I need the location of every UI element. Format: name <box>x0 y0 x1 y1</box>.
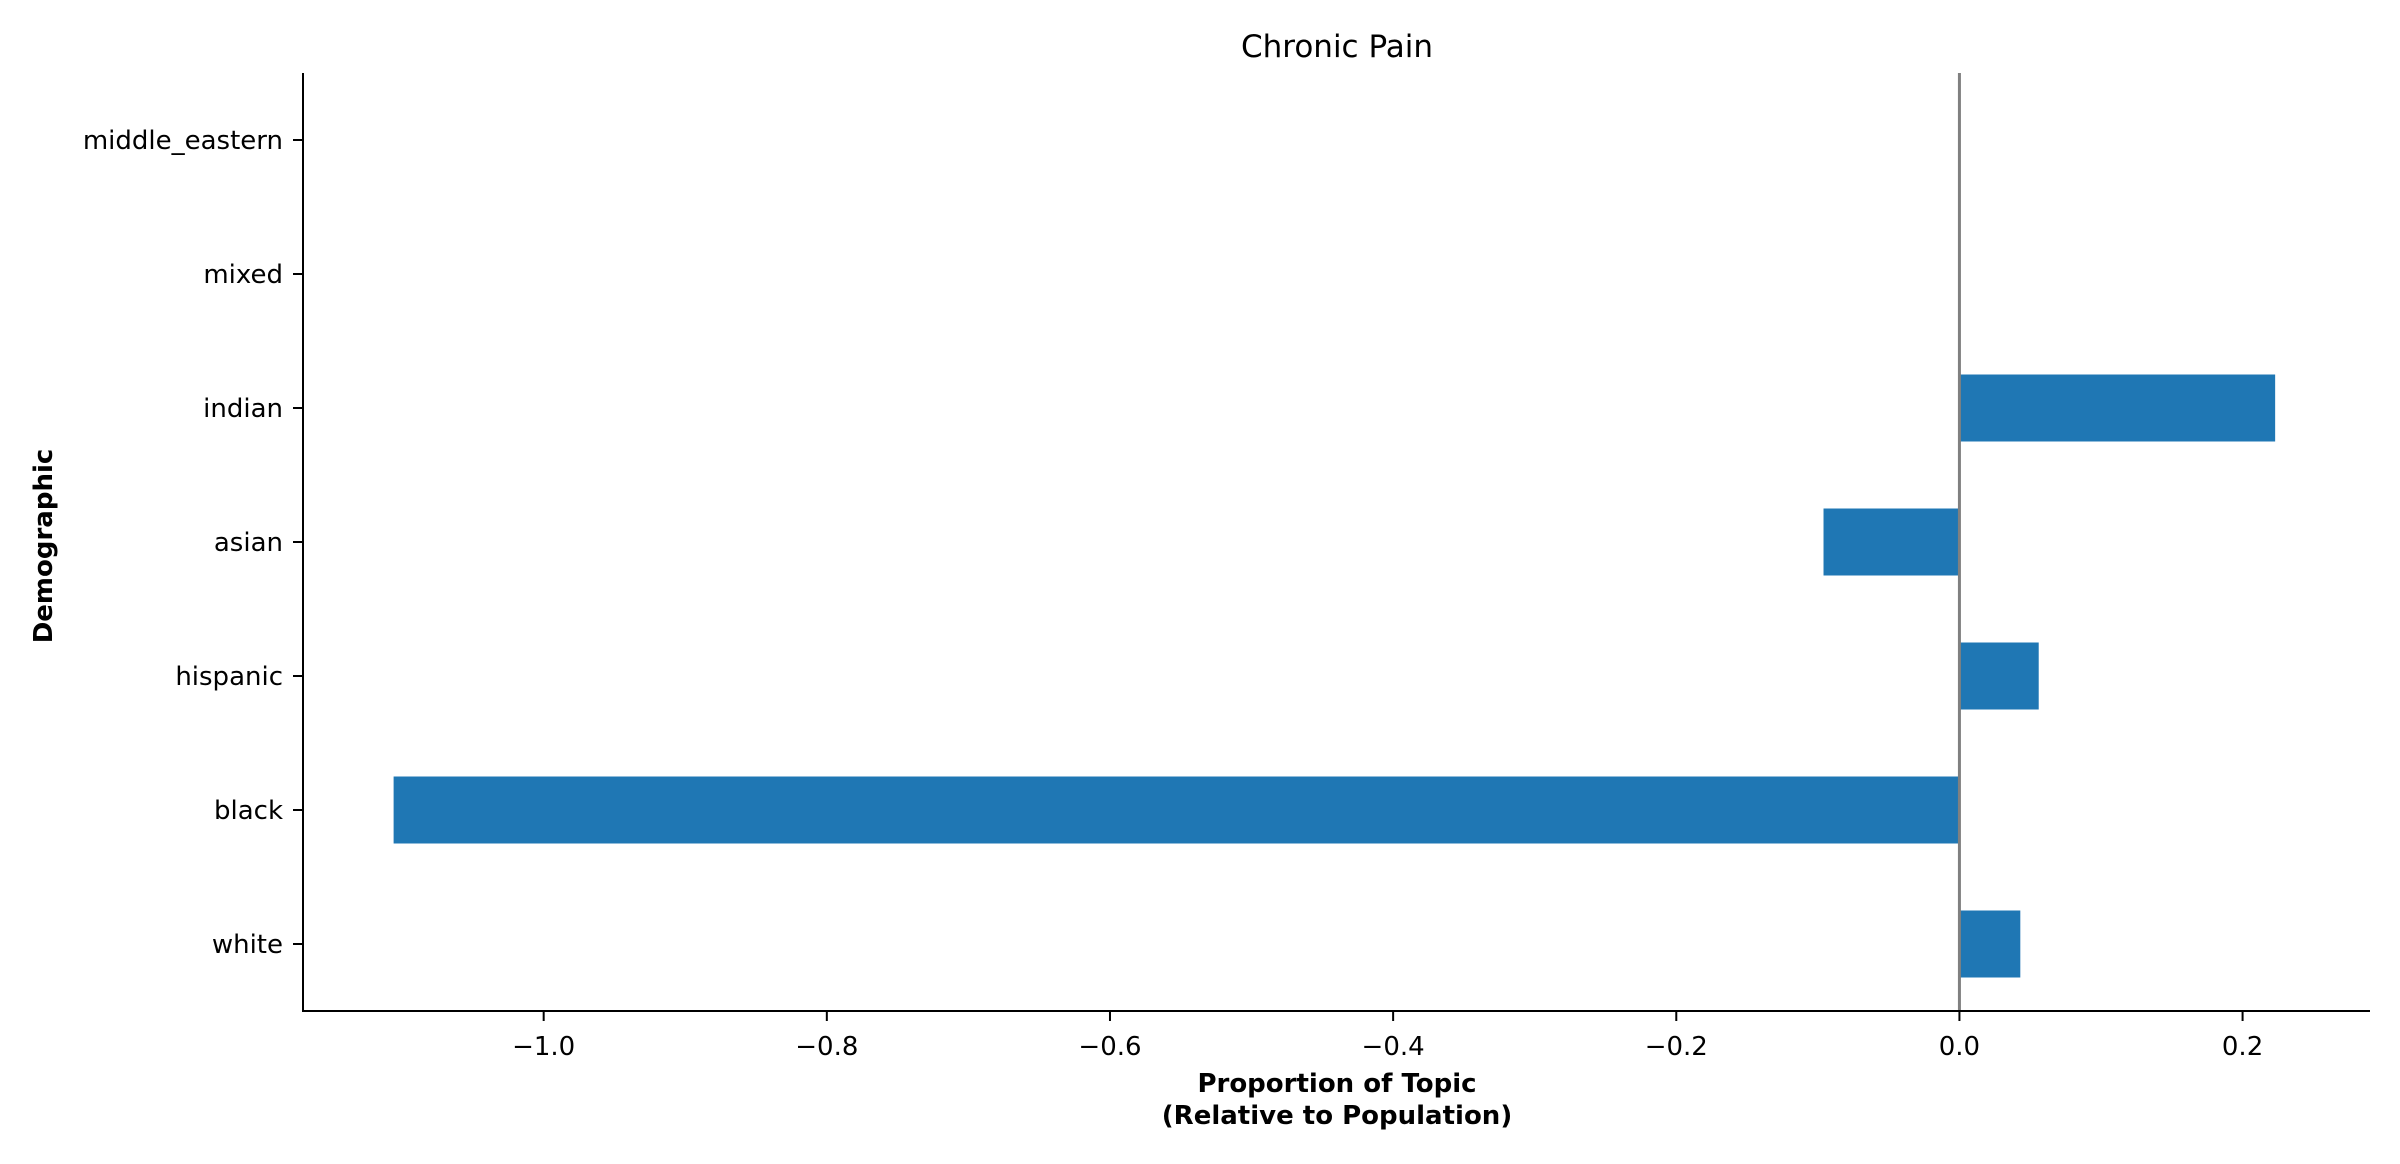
x-axis-label-line-1: Proportion of Topic <box>1197 1069 1476 1099</box>
x-tick-label-2: −0.6 <box>1078 1032 1141 1062</box>
bar-black <box>393 776 1960 844</box>
y-tick-label-asian: asian <box>214 528 283 558</box>
bar-indian <box>1959 374 2276 442</box>
chart-title: Chronic Pain <box>1241 29 1433 65</box>
y-ticks-group: white black hispanic asian indian mixed middle… <box>83 126 303 960</box>
bar-asian <box>1823 508 1960 576</box>
x-axis-label-line-2: (Relative to Population) <box>1162 1101 1512 1131</box>
axes-group <box>302 73 2370 1012</box>
y-tick-label-mixed: mixed <box>203 260 283 290</box>
x-tick-label-1: −0.8 <box>795 1032 858 1062</box>
y-axis-label: Demographic <box>29 449 59 644</box>
y-tick-label-indian: indian <box>203 394 283 424</box>
y-tick-label-hispanic: hispanic <box>175 662 283 692</box>
x-tick-label-3: −0.4 <box>1362 1032 1425 1062</box>
bar-white <box>1959 910 2021 978</box>
x-ticks-group: −1.0 −0.8 −0.6 −0.4 −0.2 0.0 0.2 <box>512 1011 2263 1062</box>
y-tick-label-black: black <box>214 796 283 826</box>
x-tick-label-5: 0.0 <box>1939 1032 1980 1062</box>
bars-group <box>393 374 2276 978</box>
x-tick-label-6: 0.2 <box>2222 1032 2263 1062</box>
y-tick-label-middle_eastern: middle_eastern <box>83 126 283 156</box>
bar-hispanic <box>1959 642 2039 710</box>
x-tick-label-0: −1.0 <box>512 1032 575 1062</box>
x-tick-label-4: −0.2 <box>1645 1032 1708 1062</box>
y-tick-label-white: white <box>212 930 283 960</box>
